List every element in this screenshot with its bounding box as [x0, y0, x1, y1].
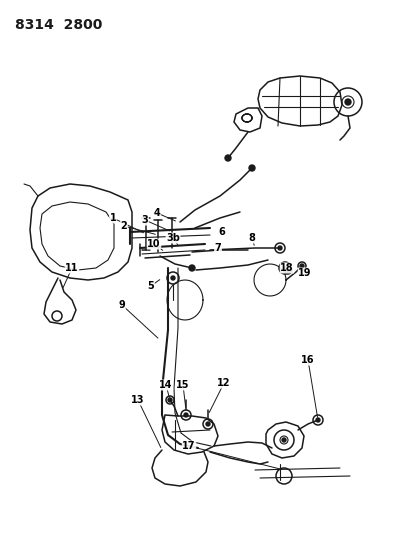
Text: 17: 17 [182, 441, 196, 451]
Text: 6: 6 [219, 227, 225, 237]
Circle shape [345, 99, 351, 105]
Text: 18: 18 [280, 263, 294, 273]
Text: 11: 11 [65, 263, 79, 273]
Text: 2: 2 [121, 221, 127, 231]
Circle shape [284, 266, 292, 274]
Text: 9: 9 [119, 300, 125, 310]
Text: 14: 14 [159, 380, 173, 390]
Circle shape [171, 276, 175, 280]
Text: 7: 7 [215, 243, 221, 253]
Circle shape [225, 155, 231, 161]
Circle shape [316, 418, 320, 422]
Text: 19: 19 [298, 268, 312, 278]
Text: 3b: 3b [166, 233, 180, 243]
Text: 12: 12 [217, 378, 231, 388]
Circle shape [278, 246, 282, 250]
Text: 8: 8 [248, 233, 256, 243]
Circle shape [300, 264, 304, 268]
Text: 4: 4 [154, 208, 160, 218]
Text: 3: 3 [142, 215, 148, 225]
Circle shape [206, 422, 210, 426]
Circle shape [184, 413, 188, 417]
Text: 5: 5 [148, 281, 154, 291]
Text: 8314  2800: 8314 2800 [15, 18, 102, 32]
Text: 15: 15 [176, 380, 190, 390]
Circle shape [249, 165, 255, 171]
Text: 10: 10 [147, 239, 161, 249]
Circle shape [282, 438, 286, 442]
Circle shape [168, 398, 172, 402]
Circle shape [189, 265, 195, 271]
Text: 1: 1 [110, 213, 116, 223]
Text: 13: 13 [131, 395, 145, 405]
Text: 16: 16 [301, 355, 315, 365]
